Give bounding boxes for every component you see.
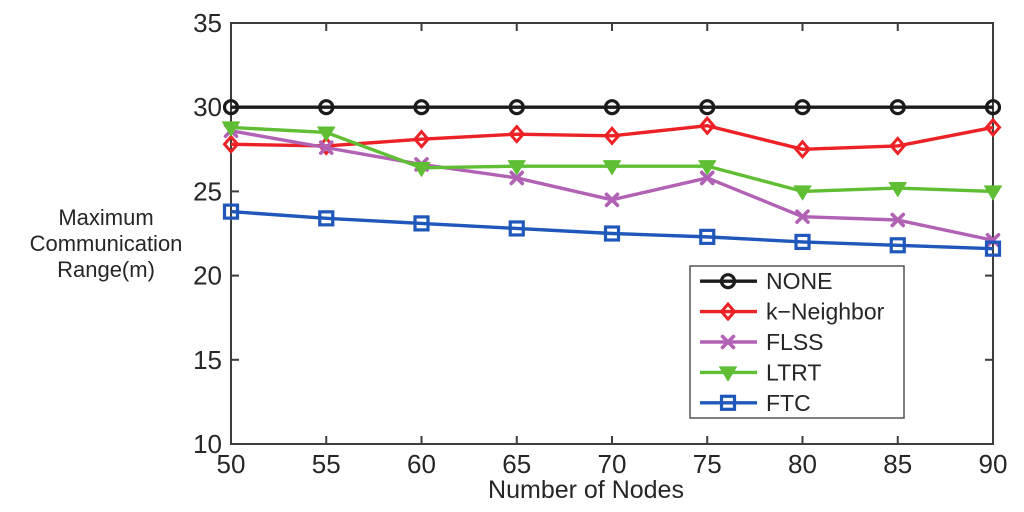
triangle-down-marker-ltrt [507, 160, 526, 176]
square-marker-ftc [889, 237, 906, 254]
x-tick-label: 70 [598, 449, 627, 479]
diamond-marker-legend [719, 301, 737, 322]
x-tick-label: 50 [217, 449, 246, 479]
y-tick-label: 20 [193, 261, 222, 291]
diamond-marker-k-neighbor [508, 124, 526, 144]
y-tick-label: 10 [193, 429, 222, 459]
x-marker-flss [795, 209, 810, 224]
diamond-marker-k-neighbor [794, 139, 811, 160]
legend: NONE k−Neighbor FLSS LTRT FTC [689, 265, 905, 419]
triangle-down-marker-ltrt [698, 160, 717, 176]
square-marker-ftc [699, 228, 716, 245]
x-tick-label: 90 [979, 449, 1008, 479]
diamond-marker-k-neighbor [222, 134, 240, 155]
circle-marker-none [889, 99, 906, 116]
x-tick-label: 65 [502, 449, 531, 479]
legend-label: NONE [766, 268, 832, 294]
triangle-down-marker-ltrt [412, 161, 431, 177]
circle-marker-none [984, 99, 1002, 116]
x-tick-label: 60 [407, 449, 436, 479]
circle-marker-none [413, 99, 430, 116]
circle-marker-none [222, 99, 240, 116]
triangle-down-marker-ltrt [888, 182, 907, 198]
legend-item-ltrt: LTRT [700, 359, 821, 385]
legend-label: FTC [766, 390, 811, 416]
square-marker-ftc [603, 225, 621, 242]
square-marker-ftc [222, 203, 240, 220]
triangle-down-marker-legend [719, 366, 737, 382]
legend-label: FLSS [766, 329, 824, 355]
triangle-down-marker-ltrt [984, 185, 1002, 201]
legend-label: k−Neighbor [766, 299, 885, 325]
legend-item-flss: FLSS [700, 329, 824, 355]
triangle-down-marker-ltrt [793, 185, 812, 201]
series-line-ftc [230, 209, 994, 251]
circle-marker-none [794, 99, 811, 116]
circle-marker-legend [719, 273, 737, 290]
x-marker-flss [890, 212, 906, 228]
square-marker-legend [719, 394, 737, 411]
diamond-marker-k-neighbor [698, 115, 716, 136]
triangle-down-marker-ltrt [317, 126, 336, 142]
y-tick-label: 30 [193, 92, 222, 122]
y-axis-label-line-2: Communication [29, 231, 183, 256]
square-marker-ftc [413, 215, 430, 232]
y-axis-label-line-3: Range(m) [57, 257, 155, 282]
x-marker-flss [604, 192, 620, 208]
x-tick-label: 80 [788, 449, 817, 479]
x-marker-legend [720, 334, 736, 350]
circle-marker-none [603, 99, 621, 116]
diamond-marker-k-neighbor [984, 117, 1002, 138]
x-tick-label: 75 [693, 449, 722, 479]
square-marker-ftc [508, 220, 525, 237]
x-marker-flss [985, 232, 1001, 248]
circle-marker-none [508, 99, 525, 116]
diamond-marker-k-neighbor [603, 126, 621, 146]
legend-item-none: NONE [700, 268, 832, 294]
triangle-down-marker-ltrt [603, 160, 621, 176]
y-tick-label: 35 [193, 8, 222, 38]
square-marker-ftc [318, 210, 335, 227]
x-marker-flss [509, 170, 525, 186]
legend-label: LTRT [766, 359, 821, 385]
square-marker-ftc [984, 240, 1002, 257]
x-marker-flss [318, 140, 334, 155]
triangle-down-marker-ltrt [222, 121, 240, 137]
y-axis-label: Maximum Communication Range(m) [0, 205, 212, 283]
diamond-marker-k-neighbor [413, 129, 430, 149]
x-axis-label: Number of Nodes [488, 476, 684, 504]
circle-marker-none [318, 99, 335, 116]
y-tick-label: 25 [193, 176, 222, 206]
legend-item-ftc: FTC [700, 390, 811, 416]
y-axis-label-line-1: Maximum [58, 205, 154, 230]
square-marker-ftc [794, 233, 811, 251]
circle-marker-none [699, 99, 716, 116]
legend-item-k-neighbor: k−Neighbor [700, 299, 885, 325]
y-tick-label: 15 [193, 345, 222, 375]
x-tick-label: 85 [883, 449, 912, 479]
x-tick-label: 55 [312, 449, 341, 479]
x-marker-flss [699, 170, 715, 186]
diamond-marker-k-neighbor [889, 136, 907, 156]
